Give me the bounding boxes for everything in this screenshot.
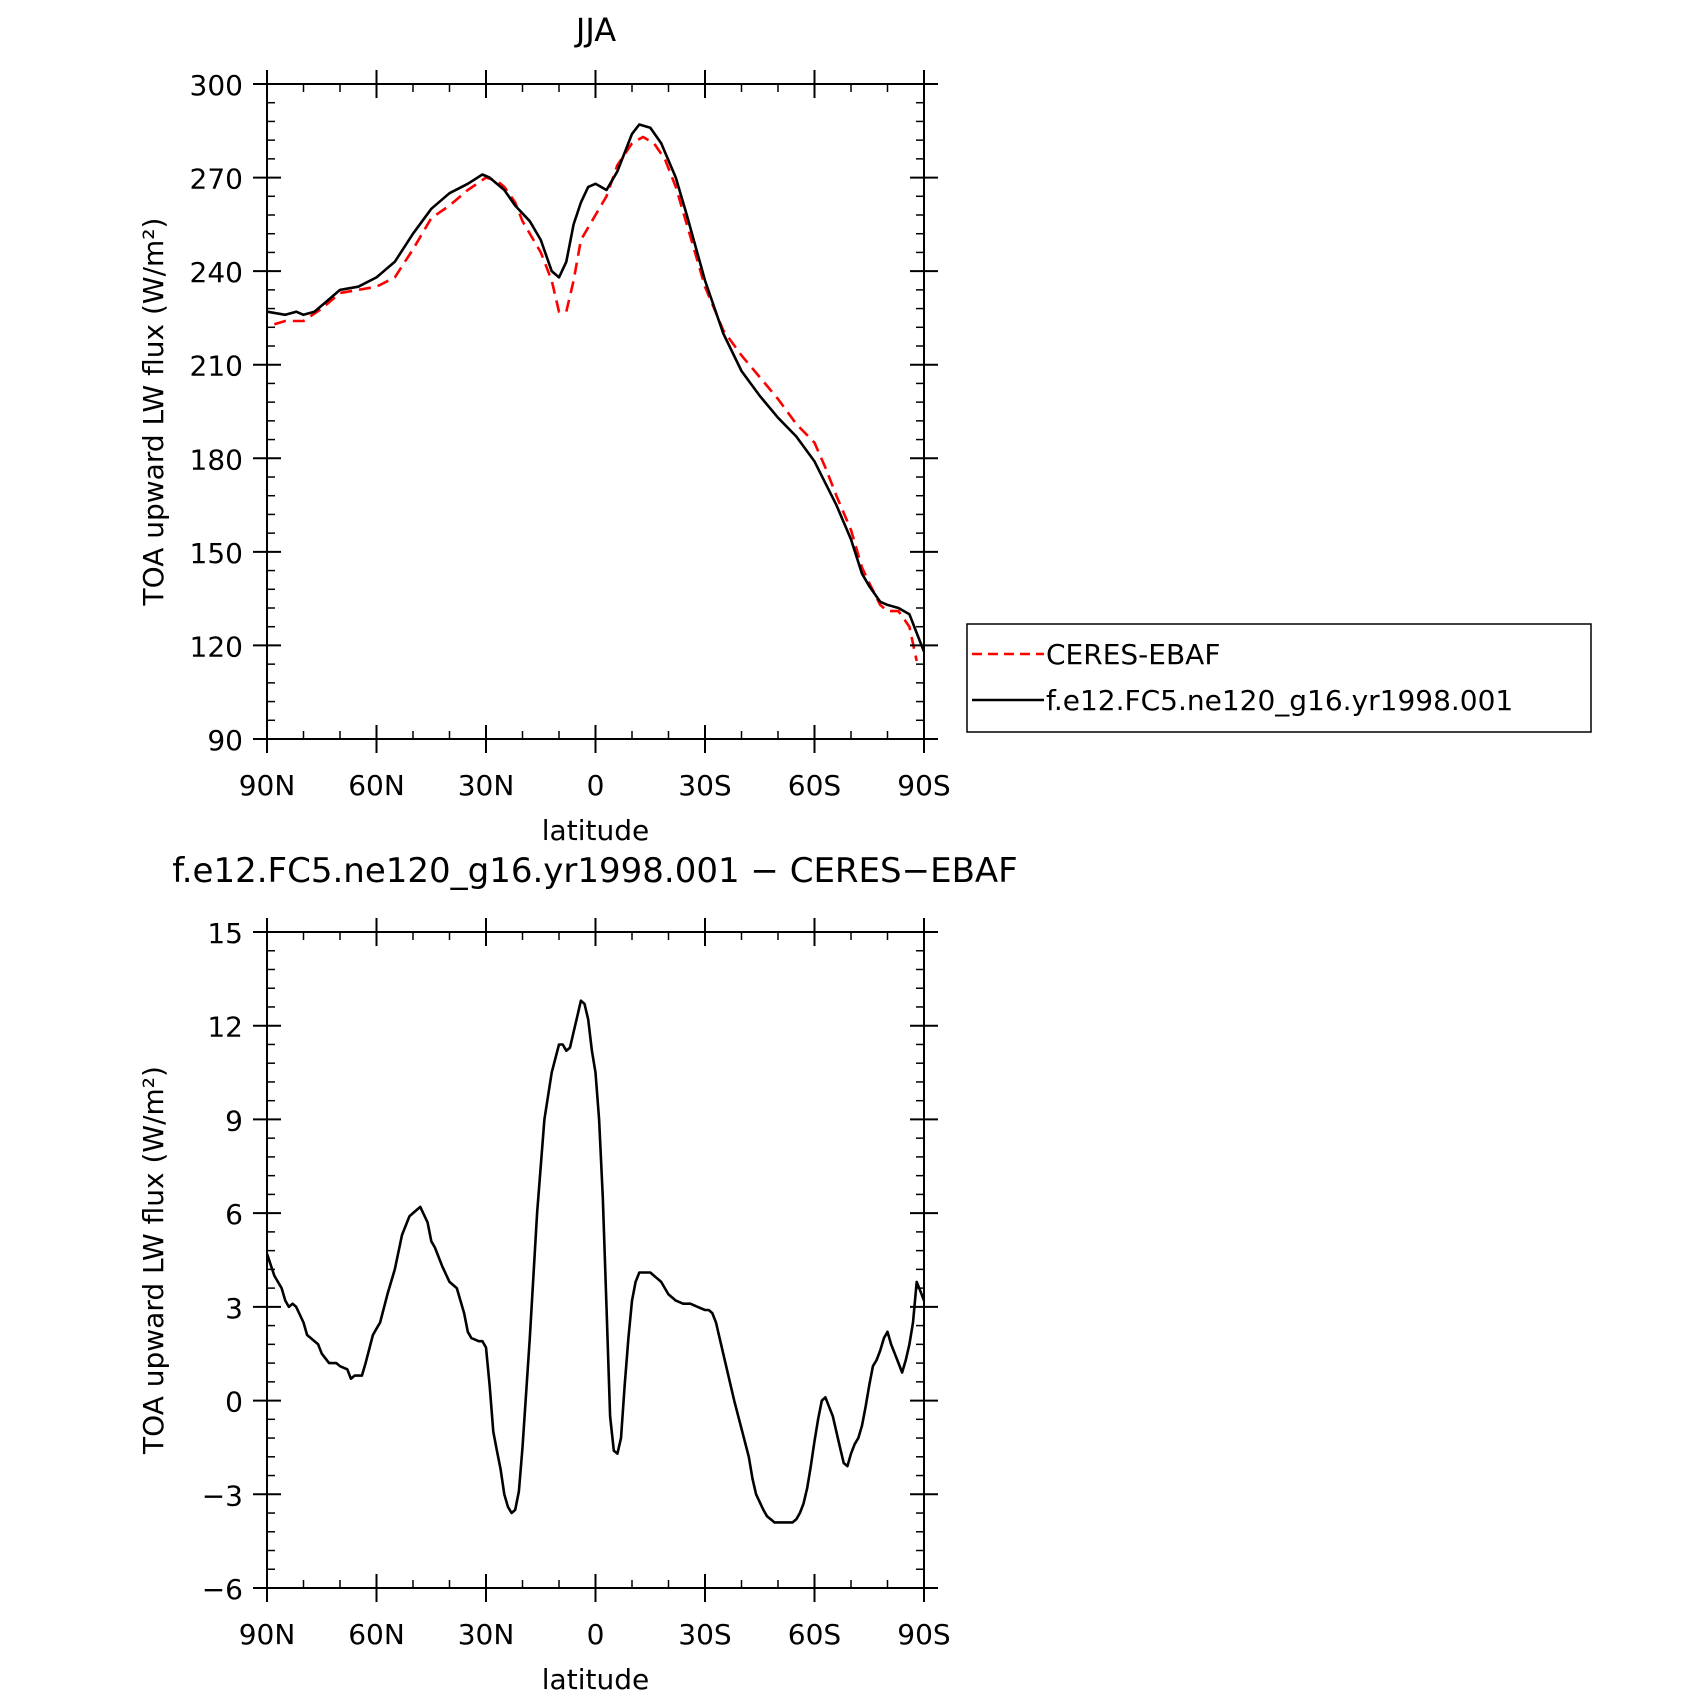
- x-tick-label: 90N: [239, 1618, 296, 1651]
- y-tick-label: 12: [207, 1011, 243, 1044]
- y-tick-label: 240: [190, 256, 243, 289]
- legend-box: [966, 623, 1592, 733]
- y-tick-label: 90: [207, 724, 243, 757]
- y-tick-label: 3: [225, 1292, 243, 1325]
- y-tick-label: 300: [190, 69, 243, 102]
- series-line-1: [273, 135, 918, 662]
- x-tick-label: 90N: [239, 769, 296, 802]
- y-tick-label: 120: [190, 630, 243, 663]
- y-tick-label: 15: [207, 917, 243, 950]
- chart-title: f.e12.FC5.ne120_g16.yr1998.001 − CERES−E…: [172, 851, 1018, 891]
- bottom-panel: −6 −3 0 3 6 9 12 15 90N 60N 30N 0 30S 60S 90S f.e12.FC5…: [137, 851, 1018, 1696]
- y-tick-label: −3: [202, 1479, 243, 1512]
- x-axis-label: latitude: [542, 814, 649, 847]
- x-tick-label: 60S: [788, 769, 841, 802]
- x-tick-label: 30S: [678, 1618, 731, 1651]
- x-tick-label: 30S: [678, 769, 731, 802]
- legend-label-ceres: CERES-EBAF: [1046, 638, 1220, 671]
- legend-label-model: f.e12.FC5.ne120_g16.yr1998.001: [1046, 684, 1513, 717]
- x-axis-label: latitude: [542, 1663, 649, 1696]
- x-tick-label: 60N: [348, 769, 405, 802]
- x-tick-label: 60N: [348, 1618, 405, 1651]
- y-axis-label: TOA upward LW flux (W/m²): [137, 1066, 170, 1455]
- y-tick-label: 150: [190, 537, 243, 570]
- plot-frame: [266, 83, 925, 740]
- chart-title: JJA: [574, 11, 616, 49]
- y-tick-label: 180: [190, 443, 243, 476]
- y-tick-label: 210: [190, 350, 243, 383]
- series-line-1: [267, 999, 924, 1524]
- y-tick-label: 0: [225, 1386, 243, 1419]
- plot-frame: [266, 931, 925, 1589]
- x-tick-label: 90S: [897, 1618, 950, 1651]
- x-tick-label: 30N: [458, 769, 515, 802]
- x-tick-label: 90S: [897, 769, 950, 802]
- y-tick-label: 6: [225, 1198, 243, 1231]
- y-tick-label: 270: [190, 163, 243, 196]
- x-tick-label: 60S: [788, 1618, 841, 1651]
- top-panel: 90 120 150 180 210 240 270 300 90N 60N 30N 0 30S 60S 9…: [137, 11, 951, 847]
- series-line-2: [267, 123, 924, 653]
- x-tick-label: 0: [587, 769, 605, 802]
- y-tick-label: −6: [202, 1573, 243, 1606]
- y-tick-label: 9: [225, 1104, 243, 1137]
- x-tick-label: 0: [587, 1618, 605, 1651]
- x-tick-label: 30N: [458, 1618, 515, 1651]
- legend: CERES-EBAF f.e12.FC5.ne120_g16.yr1998.00…: [966, 623, 1592, 733]
- y-axis-label: TOA upward LW flux (W/m²): [137, 218, 170, 607]
